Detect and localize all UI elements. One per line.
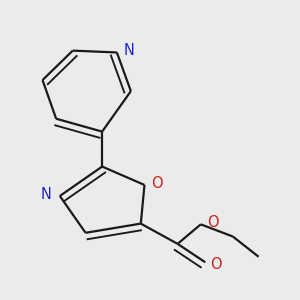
Text: N: N [40, 187, 51, 202]
Text: O: O [151, 176, 162, 190]
Text: O: O [207, 215, 219, 230]
Text: O: O [210, 256, 221, 272]
Text: N: N [124, 43, 134, 58]
